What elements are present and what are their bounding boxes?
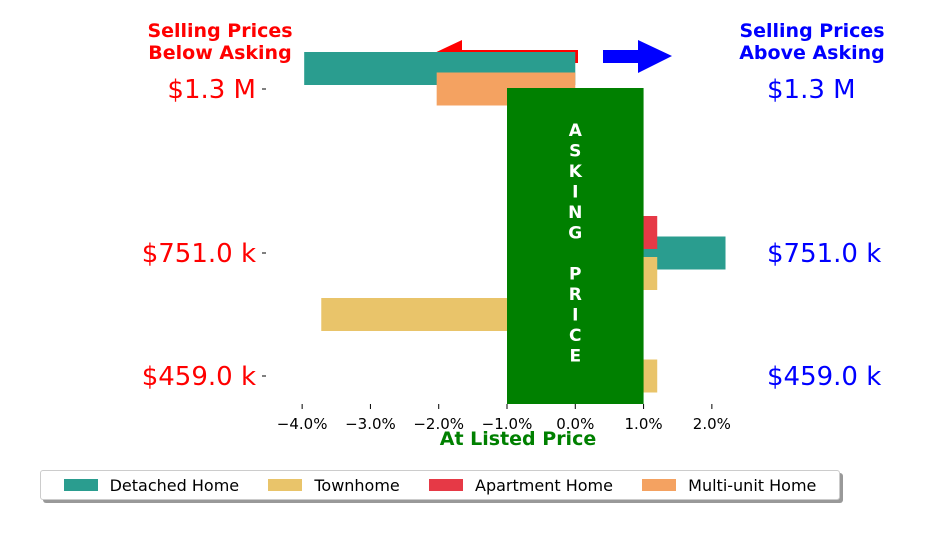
legend-label: Apartment Home xyxy=(475,475,613,495)
header-below-asking: Selling Prices Below Asking xyxy=(120,20,320,64)
legend-item: Apartment Home xyxy=(429,476,613,495)
right-price-label: $459.0 k xyxy=(767,362,881,392)
x-tick-label: 2.0% xyxy=(693,415,731,433)
header-below-line1: Selling Prices xyxy=(147,20,293,42)
legend-label: Multi-unit Home xyxy=(688,475,817,495)
right-price-labels: $1.3 M $751.0 k $459.0 k xyxy=(767,75,881,392)
legend-label: Detached Home xyxy=(109,475,240,495)
asking-letter: S xyxy=(569,142,581,162)
header-above-line1: Selling Prices xyxy=(739,20,885,42)
asking-letter: K xyxy=(569,162,583,182)
asking-letter: E xyxy=(569,347,581,367)
legend-item: Townhome xyxy=(268,475,400,495)
asking-letter: R xyxy=(569,285,582,305)
asking-price-box xyxy=(507,88,644,404)
x-tick-label: 1.0% xyxy=(625,415,663,433)
legend-swatch xyxy=(429,479,463,491)
legend: Detached Home Townhome Apartment Home Multi… xyxy=(40,470,840,500)
legend-label: Townhome xyxy=(314,475,400,495)
asking-letter: G xyxy=(568,224,582,244)
left-price-labels: $1.3 M $751.0 k $459.0 k xyxy=(142,75,266,392)
asking-letter: C xyxy=(569,326,581,346)
right-price-label: $1.3 M xyxy=(767,75,856,105)
header-above-line2: Above Asking xyxy=(739,42,885,64)
x-tick-label: −3.0% xyxy=(345,415,396,433)
legend-item: Multi-unit Home xyxy=(642,476,816,495)
x-tick-label: −2.0% xyxy=(413,415,464,433)
asking-letter: I xyxy=(572,183,578,203)
legend-item: Detached Home xyxy=(63,475,240,495)
x-tick-label: −1.0% xyxy=(482,415,533,433)
x-tick-label: 0.0% xyxy=(556,415,594,433)
x-axis: −4.0% −3.0% −2.0% −1.0% 0.0% 1.0% 2.0% xyxy=(277,404,731,433)
legend-swatch xyxy=(268,479,303,491)
asking-letter: N xyxy=(568,203,582,223)
legend-swatch xyxy=(63,479,98,491)
asking-letter: I xyxy=(572,306,578,326)
left-price-label: $459.0 k xyxy=(142,362,256,392)
asking-letter: P xyxy=(569,265,581,285)
left-price-label: $1.3 M xyxy=(167,75,256,105)
header-above-asking: Selling Prices Above Asking xyxy=(712,20,912,64)
x-tick-label: −4.0% xyxy=(277,415,328,433)
asking-letter: A xyxy=(569,121,583,141)
arrow-right-icon xyxy=(603,40,672,73)
right-price-label: $751.0 k xyxy=(767,239,881,269)
x-axis-label: At Listed Price xyxy=(440,428,596,450)
left-price-label: $751.0 k xyxy=(142,239,256,269)
legend-swatch xyxy=(642,479,677,491)
header-below-line2: Below Asking xyxy=(148,42,292,64)
